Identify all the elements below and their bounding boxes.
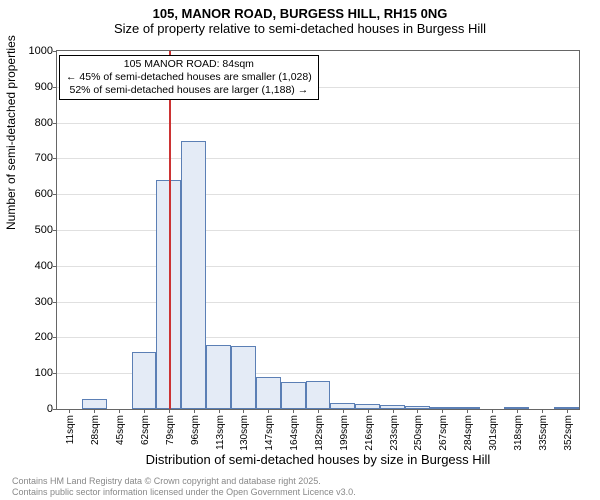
- x-tick-mark: [492, 409, 493, 413]
- histogram-bar: [82, 399, 107, 409]
- property-marker-line: [169, 51, 171, 409]
- chart-subtitle: Size of property relative to semi-detach…: [0, 21, 600, 40]
- x-tick-mark: [119, 409, 120, 413]
- annotation-line3: 52% of semi-detached houses are larger (…: [66, 84, 312, 97]
- x-tick-label: 11sqm: [65, 415, 67, 444]
- x-tick-mark: [542, 409, 543, 413]
- y-tick-mark: [53, 337, 57, 338]
- chart-title: 105, MANOR ROAD, BURGESS HILL, RH15 0NG: [0, 0, 600, 21]
- gridline: [57, 266, 579, 267]
- x-tick-label: 335sqm: [538, 415, 540, 451]
- x-tick-label: 113sqm: [215, 415, 217, 450]
- x-tick-label: 301sqm: [488, 415, 490, 451]
- x-tick-label: 284sqm: [463, 415, 465, 451]
- footer-line2: Contains public sector information licen…: [12, 487, 356, 498]
- gridline: [57, 230, 579, 231]
- x-tick-mark: [318, 409, 319, 413]
- y-tick-mark: [53, 373, 57, 374]
- y-tick-mark: [53, 123, 57, 124]
- y-tick-mark: [53, 302, 57, 303]
- x-tick-label: 318sqm: [513, 415, 515, 451]
- x-tick-mark: [219, 409, 220, 413]
- y-tick-mark: [53, 87, 57, 88]
- x-tick-mark: [268, 409, 269, 413]
- annotation-line2: ← 45% of semi-detached houses are smalle…: [66, 71, 312, 84]
- x-tick-mark: [169, 409, 170, 413]
- histogram-bar: [306, 381, 331, 409]
- y-tick-mark: [53, 158, 57, 159]
- y-tick-label: 100: [19, 367, 53, 379]
- x-tick-mark: [517, 409, 518, 413]
- x-tick-mark: [417, 409, 418, 413]
- y-tick-mark: [53, 409, 57, 410]
- histogram-bar: [231, 346, 256, 409]
- y-tick-label: 600: [19, 188, 53, 200]
- x-tick-label: 96sqm: [190, 415, 192, 445]
- annotation-box: 105 MANOR ROAD: 84sqm ← 45% of semi-deta…: [59, 55, 319, 100]
- x-tick-mark: [368, 409, 369, 413]
- x-tick-label: 28sqm: [90, 415, 92, 445]
- gridline: [57, 123, 579, 124]
- x-tick-label: 164sqm: [289, 415, 291, 451]
- y-tick-label: 900: [19, 81, 53, 93]
- x-tick-label: 352sqm: [563, 415, 565, 451]
- y-tick-mark: [53, 230, 57, 231]
- y-tick-label: 300: [19, 296, 53, 308]
- gridline: [57, 158, 579, 159]
- histogram-bar: [206, 345, 231, 409]
- x-tick-label: 250sqm: [413, 415, 415, 451]
- plot-area: 0100200300400500600700800900100011sqm28s…: [56, 50, 580, 410]
- chart-container: 105, MANOR ROAD, BURGESS HILL, RH15 0NG …: [0, 0, 600, 500]
- histogram-bar: [181, 141, 206, 410]
- x-tick-mark: [567, 409, 568, 413]
- x-tick-label: 267sqm: [438, 415, 440, 451]
- y-tick-label: 200: [19, 331, 53, 343]
- y-tick-label: 1000: [19, 45, 53, 57]
- y-tick-label: 800: [19, 117, 53, 129]
- x-tick-mark: [194, 409, 195, 413]
- x-tick-label: 199sqm: [339, 415, 341, 451]
- y-axis-label: Number of semi-detached properties: [4, 35, 18, 230]
- footer-line1: Contains HM Land Registry data © Crown c…: [12, 476, 356, 487]
- gridline: [57, 194, 579, 195]
- x-tick-mark: [467, 409, 468, 413]
- x-tick-label: 45sqm: [115, 415, 117, 445]
- x-tick-mark: [69, 409, 70, 413]
- y-tick-mark: [53, 266, 57, 267]
- y-tick-mark: [53, 194, 57, 195]
- footer-text: Contains HM Land Registry data © Crown c…: [12, 476, 356, 498]
- x-tick-mark: [94, 409, 95, 413]
- gridline: [57, 302, 579, 303]
- x-tick-label: 130sqm: [239, 415, 241, 451]
- x-tick-mark: [293, 409, 294, 413]
- x-tick-mark: [442, 409, 443, 413]
- x-tick-label: 182sqm: [314, 415, 316, 451]
- y-tick-label: 400: [19, 260, 53, 272]
- y-tick-label: 0: [19, 403, 53, 415]
- y-tick-label: 700: [19, 152, 53, 164]
- x-axis-label: Distribution of semi-detached houses by …: [56, 452, 580, 467]
- y-tick-label: 500: [19, 224, 53, 236]
- x-tick-mark: [393, 409, 394, 413]
- x-tick-mark: [343, 409, 344, 413]
- x-tick-mark: [243, 409, 244, 413]
- x-tick-label: 79sqm: [165, 415, 167, 445]
- x-tick-label: 147sqm: [264, 415, 266, 451]
- gridline: [57, 337, 579, 338]
- x-tick-label: 62sqm: [140, 415, 142, 445]
- annotation-line1: 105 MANOR ROAD: 84sqm: [66, 58, 312, 71]
- histogram-bar: [256, 377, 281, 409]
- histogram-bar: [281, 382, 306, 409]
- histogram-bar: [132, 352, 157, 409]
- y-tick-mark: [53, 51, 57, 52]
- x-tick-mark: [144, 409, 145, 413]
- x-tick-label: 216sqm: [364, 415, 366, 451]
- x-tick-label: 233sqm: [389, 415, 391, 451]
